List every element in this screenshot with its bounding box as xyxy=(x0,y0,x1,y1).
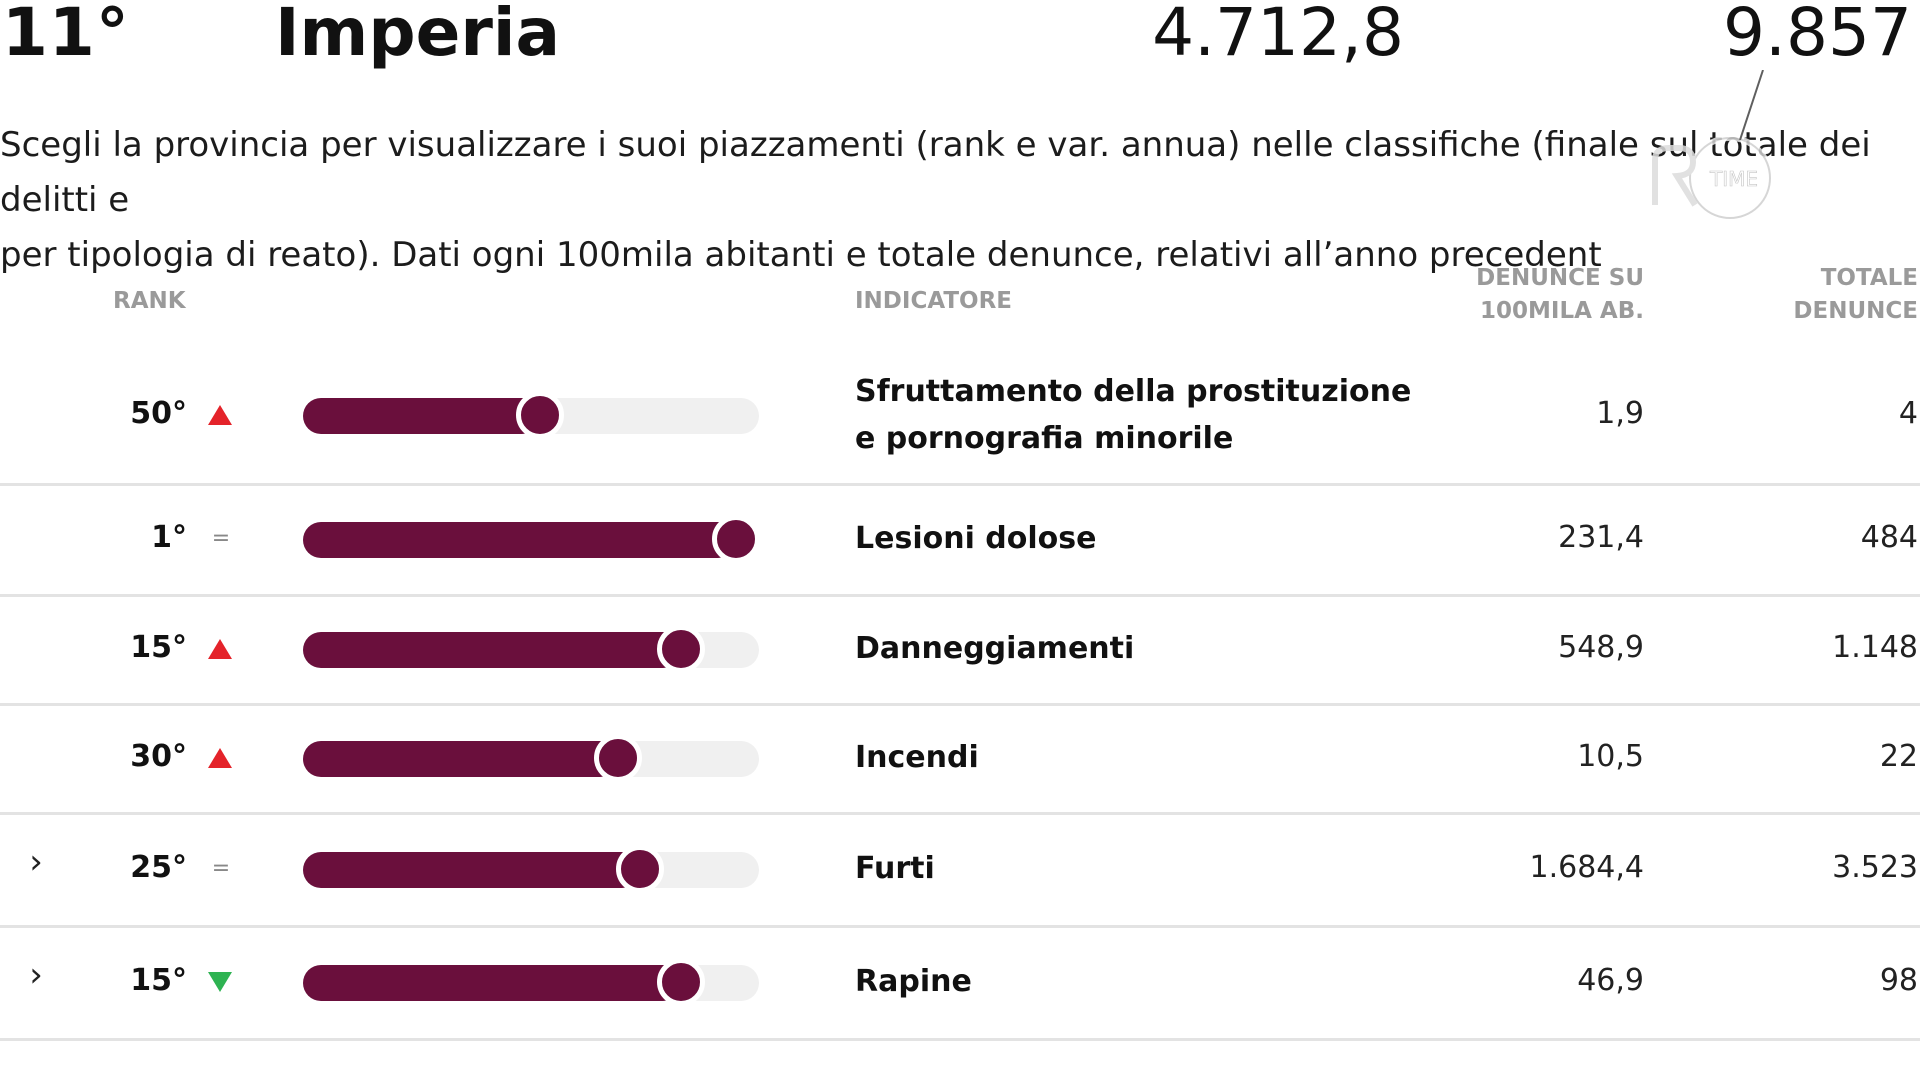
total-reports: 98 xyxy=(1879,963,1918,998)
column-rank-header: RANK xyxy=(113,288,186,314)
trend-down-icon xyxy=(208,969,234,995)
watermark-text: TIME xyxy=(1709,167,1758,191)
indicator-label: Lesioni dolose xyxy=(855,515,1096,562)
rank-bar-knob xyxy=(594,734,642,782)
table-header: RANK INDICATORE DENUNCE SU 100MILA AB. T… xyxy=(0,262,1920,342)
table-row[interactable]: › 25° = Furti 1.684,4 3.523 xyxy=(0,815,1920,928)
indicator-label-line1: Rapine xyxy=(855,964,972,999)
indicator-label: Sfruttamento della prostituzione e pornog… xyxy=(855,368,1411,462)
expand-chevron-icon[interactable]: › xyxy=(29,842,43,882)
trend-up-icon xyxy=(208,402,234,428)
rank-bar-fill xyxy=(303,741,618,777)
indicator-label-line1: Incendi xyxy=(855,740,979,775)
rate-per-100k: 548,9 xyxy=(1558,630,1644,665)
rank-bar-knob xyxy=(657,625,705,673)
total-reports: 1.148 xyxy=(1832,630,1918,665)
column-rate-header-line1: DENUNCE SU xyxy=(1476,265,1644,291)
province-total: 9.857 xyxy=(1723,0,1912,71)
indicator-label-line1: Furti xyxy=(855,851,935,886)
row-rank: 1° xyxy=(151,520,187,555)
row-rank: 15° xyxy=(130,963,187,998)
rank-bar-track xyxy=(303,515,760,563)
rtime-logo-icon: TIME xyxy=(1652,69,1773,221)
rate-per-100k: 10,5 xyxy=(1577,739,1644,774)
intro-line-1: Scegli la provincia per visualizzare i s… xyxy=(0,125,1871,220)
column-total-header-line1: TOTALE xyxy=(1820,265,1918,291)
table-row: 15° Danneggiamenti 548,9 1.148 xyxy=(0,597,1920,706)
column-total-header: TOTALE DENUNCE xyxy=(1793,262,1918,328)
row-rank: 50° xyxy=(130,396,187,431)
total-reports: 484 xyxy=(1860,520,1918,555)
column-rate-header-line2: 100MILA AB. xyxy=(1480,298,1644,324)
indicator-label: Furti xyxy=(855,845,935,892)
rank-bar-track xyxy=(303,845,759,893)
table-row: 50° Sfruttamento della prostituzione e por… xyxy=(0,349,1920,486)
rank-bar-knob xyxy=(616,845,664,893)
table-row: 30° Incendi 10,5 22 xyxy=(0,706,1920,815)
expand-chevron-icon[interactable]: › xyxy=(29,955,43,995)
indicator-label: Danneggiamenti xyxy=(855,625,1134,672)
table-row[interactable]: › 15° Rapine 46,9 98 xyxy=(0,928,1920,1041)
column-rate-header: DENUNCE SU 100MILA AB. xyxy=(1476,262,1644,328)
trend-unchanged-icon: = xyxy=(211,856,231,881)
rank-bar-knob xyxy=(712,515,760,563)
province-summary: 11° Imperia 4.712,8 9.857 xyxy=(0,0,1920,80)
rate-per-100k: 1.684,4 xyxy=(1529,850,1644,885)
intro-line-2: per tipologia di reato). Dati ogni 100mi… xyxy=(0,235,1602,275)
row-rank: 30° xyxy=(130,739,187,774)
rank-bar-knob xyxy=(657,958,705,1006)
total-reports: 4 xyxy=(1898,396,1918,431)
column-indicator-header: INDICATORE xyxy=(855,288,1013,314)
rank-bar-fill xyxy=(303,398,540,434)
row-rank: 25° xyxy=(130,850,187,885)
column-total-header-line2: DENUNCE xyxy=(1793,298,1918,324)
indicator-label-line1: Sfruttamento della prostituzione xyxy=(855,374,1412,409)
watermark-logo: TIME xyxy=(1645,69,1785,230)
rank-bar-fill xyxy=(303,852,640,888)
indicator-label: Rapine xyxy=(855,958,972,1005)
indicator-label: Incendi xyxy=(855,734,979,781)
rank-bar-track xyxy=(303,958,759,1006)
rank-bar-fill xyxy=(303,965,681,1001)
indicator-label-line2: e pornografia minorile xyxy=(855,421,1234,456)
indicator-label-line1: Lesioni dolose xyxy=(855,521,1097,556)
trend-up-icon xyxy=(208,636,234,662)
rank-bar-track xyxy=(303,734,759,782)
rank-bar-fill xyxy=(303,632,681,668)
rank-bar-fill xyxy=(303,522,736,558)
rate-per-100k: 231,4 xyxy=(1558,520,1644,555)
province-rank: 11° xyxy=(2,0,130,71)
province-rate: 4.712,8 xyxy=(1152,0,1404,71)
table-row: 1° = Lesioni dolose 231,4 484 xyxy=(0,486,1920,597)
rank-bar-track xyxy=(303,625,759,673)
trend-up-icon xyxy=(208,745,234,771)
indicator-label-line1: Danneggiamenti xyxy=(855,631,1135,666)
total-reports: 22 xyxy=(1879,739,1918,774)
row-rank: 15° xyxy=(130,630,187,665)
total-reports: 3.523 xyxy=(1832,850,1918,885)
intro-text: Scegli la provincia per visualizzare i s… xyxy=(0,118,1900,283)
rank-bar-track xyxy=(303,391,759,439)
rank-bar-knob xyxy=(516,391,564,439)
trend-unchanged-icon: = xyxy=(211,526,231,551)
province-name: Imperia xyxy=(275,0,561,71)
rate-per-100k: 46,9 xyxy=(1577,963,1644,998)
rate-per-100k: 1,9 xyxy=(1596,396,1644,431)
